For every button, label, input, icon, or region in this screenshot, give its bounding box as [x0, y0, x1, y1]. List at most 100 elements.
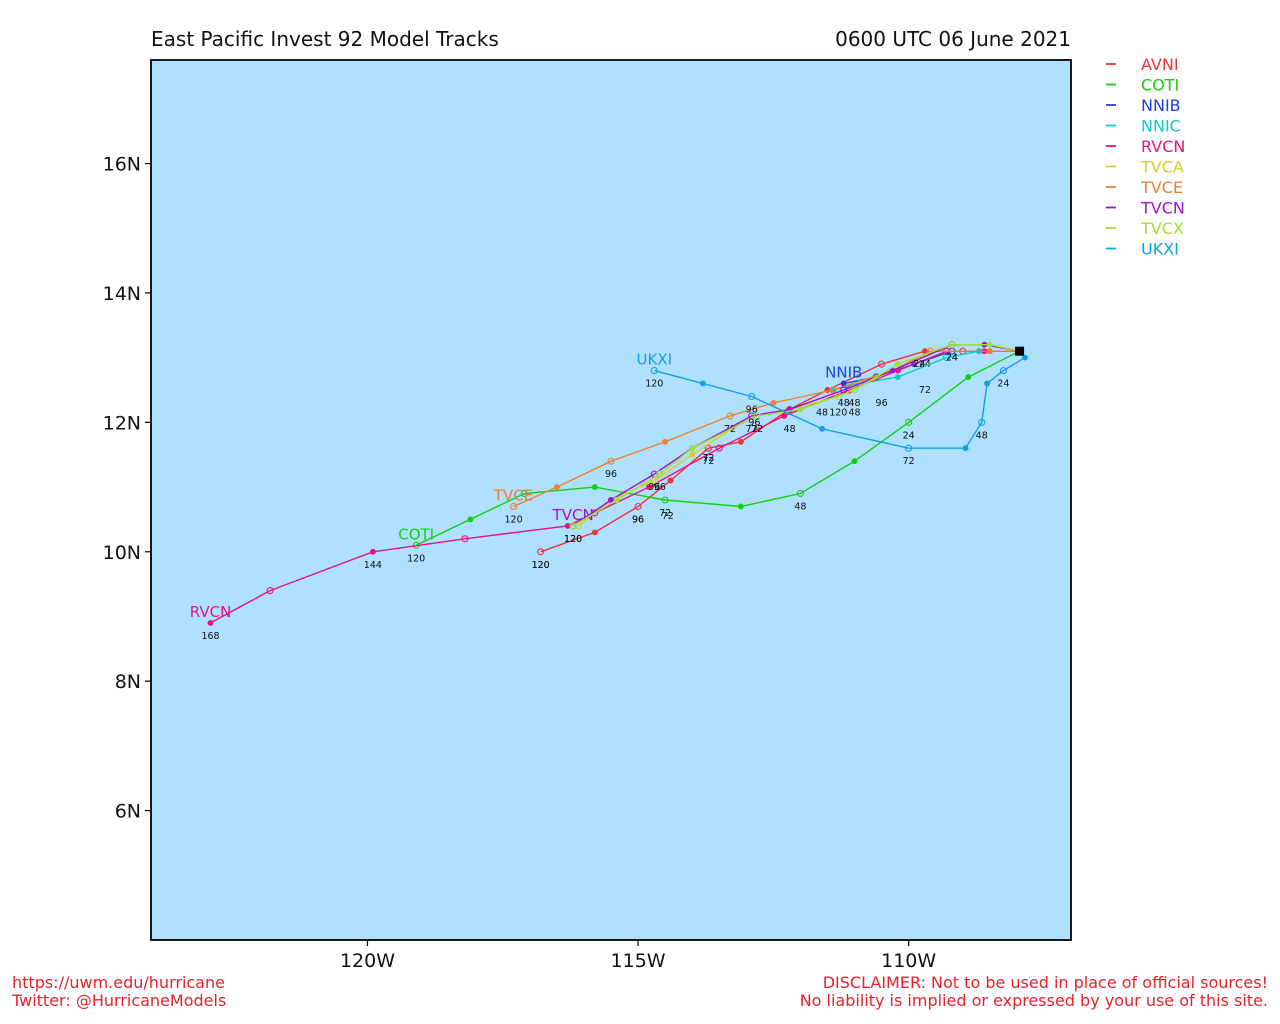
footer-twitter: Twitter: @HurricaneModels — [12, 991, 227, 1010]
y-tick-label: 12N — [103, 412, 141, 434]
track-point — [978, 418, 986, 426]
track-line — [210, 350, 1020, 624]
forecast-hour-label: 96 — [632, 514, 644, 525]
legend-label: TVCX — [1140, 219, 1184, 238]
track-point — [510, 502, 518, 511]
legend-label: AVNI — [1141, 55, 1179, 74]
track-point — [467, 516, 474, 523]
track-point — [689, 445, 696, 452]
disclaimer-line-2: No liability is implied or expressed by … — [799, 991, 1268, 1010]
track-point — [840, 380, 847, 387]
footer-url-link[interactable]: https://uwm.edu/hurricane — [12, 973, 225, 992]
track-point — [850, 386, 859, 394]
legend-label: TVCN — [1140, 199, 1185, 218]
track-point — [737, 438, 744, 445]
track-point — [634, 502, 642, 511]
forecast-hour-label: 96 — [876, 398, 888, 409]
track-point — [461, 535, 469, 543]
forecast-hour-label: 96 — [746, 404, 758, 415]
legend-label: COTI — [1141, 76, 1179, 95]
track-point — [770, 399, 777, 406]
forecast-hour-label: 48 — [794, 502, 806, 513]
forecast-hour-label: 72 — [919, 385, 931, 396]
y-tick-label: 6N — [115, 801, 141, 823]
track-point — [537, 548, 545, 556]
track-point — [851, 458, 858, 465]
track-point — [819, 425, 826, 432]
forecast-hour-label: 120 — [532, 560, 550, 571]
forecast-hour-label: 120 — [532, 560, 550, 571]
track-name-label: RVCN — [190, 603, 232, 621]
track-point — [1022, 354, 1028, 361]
forecast-hour-label: 120 — [564, 534, 582, 545]
track-name-label: UKXI — [637, 351, 673, 369]
forecast-hour-label: 48 — [976, 430, 988, 441]
track-point — [726, 412, 734, 420]
legend-label: TVCA — [1140, 158, 1184, 177]
y-tick-label: 14N — [103, 283, 141, 305]
track-point — [715, 444, 723, 452]
x-tick-label: 115W — [611, 950, 666, 972]
footer-credits: https://uwm.edu/hurricane Twitter: @Hurr… — [12, 974, 226, 1010]
track-point — [569, 522, 577, 530]
track-point — [962, 445, 969, 452]
track-point — [894, 361, 901, 368]
forecast-hour-label: 96 — [632, 514, 644, 525]
legend-label: RVCN — [1141, 137, 1185, 156]
forecast-hour-label: 72 — [659, 508, 671, 519]
forecast-hour-label: 72 — [903, 456, 915, 467]
track-point — [689, 451, 696, 458]
forecast-hour-label: 144 — [364, 560, 382, 571]
track-point — [894, 374, 901, 381]
tracks-layer: 247296120244872120COTINNIB144168RVCN7296… — [190, 341, 1028, 642]
track-point — [607, 457, 615, 465]
forecast-hour-label: 24 — [913, 359, 925, 370]
legend-label: NNIB — [1141, 96, 1181, 115]
track-point — [797, 406, 804, 413]
forecast-hour-label: 24 — [946, 353, 958, 364]
track-point — [878, 360, 886, 368]
y-tick-label: 10N — [103, 542, 141, 564]
track-point — [965, 374, 972, 381]
track-point — [999, 367, 1007, 375]
track-point — [645, 484, 652, 491]
forecast-hour-label: 48 — [848, 408, 860, 419]
track-point — [650, 367, 658, 375]
x-tick-label: 110W — [881, 950, 936, 972]
footer-disclaimer: DISCLAIMER: Not to be used in place of o… — [800, 974, 1268, 1010]
forecast-hour-label: 168 — [201, 631, 219, 642]
track-point — [781, 412, 788, 419]
track-name-label: NNIB — [825, 364, 862, 382]
forecast-hour-label: 48 — [838, 398, 850, 409]
track-point — [986, 348, 993, 355]
track-point — [608, 497, 614, 503]
track-point — [905, 444, 913, 452]
track-point — [737, 503, 744, 510]
track-point — [986, 341, 993, 348]
track-name-label: TVCN — [552, 506, 594, 524]
track-point — [889, 367, 896, 374]
plot-frame — [150, 59, 1072, 941]
legend-label: TVCE — [1140, 178, 1183, 197]
track-point — [661, 496, 669, 504]
track-point — [704, 444, 712, 452]
disclaimer-line-1: DISCLAIMER: Not to be used in place of o… — [822, 973, 1268, 992]
track-point — [840, 386, 848, 394]
x-tick-label: 120W — [340, 950, 395, 972]
track-point — [520, 489, 528, 498]
track-point — [748, 392, 756, 401]
track-point — [591, 484, 598, 491]
track-point — [591, 529, 598, 536]
track-point — [829, 386, 837, 394]
forecast-hour-label: 96 — [605, 469, 617, 480]
track-point — [564, 522, 571, 529]
forecast-hour-label: 24 — [903, 430, 915, 441]
forecast-hour-label: 120 — [407, 553, 425, 564]
track-point — [662, 438, 669, 445]
forecast-hour-label: 72 — [702, 456, 714, 467]
chart-title: East Pacific Invest 92 Model Tracks — [151, 27, 499, 51]
forecast-hour-label: 48 — [784, 424, 796, 435]
